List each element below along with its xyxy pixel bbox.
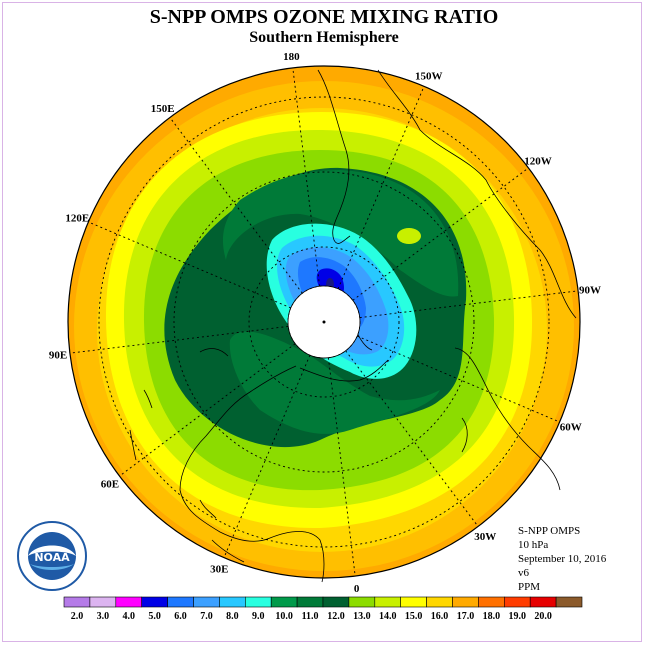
band-11-mid [222, 170, 459, 297]
globe-outline [67, 65, 581, 579]
info-level: 10 hPa [518, 539, 549, 551]
colorbar-tick-label: 18.0 [483, 611, 501, 622]
colorbar-tick-label: 10.0 [275, 611, 293, 622]
colorbar-swatch [219, 596, 246, 608]
meridian-line [345, 350, 479, 527]
longitude-label: 150W [415, 70, 443, 82]
map-subtitle: Southern Hemisphere [249, 29, 399, 46]
colorbar-tick-label: 17.0 [457, 611, 475, 622]
noaa-logo-text: NOAA [34, 551, 70, 564]
meridian-line [327, 357, 356, 577]
colorbar-swatch [115, 596, 143, 608]
colorbar-swatch [141, 596, 168, 608]
map-title: S-NPP OMPS OZONE MIXING RATIO [149, 6, 499, 28]
colorbar-tick-label: 6.0 [174, 611, 187, 622]
longitude-label: 120E [65, 212, 89, 224]
image-frame [2, 2, 642, 642]
colorbar-swatch [452, 596, 479, 608]
colorbar-tick-label: 2.0 [71, 611, 84, 622]
colorbar-tick-label: 12.0 [327, 611, 345, 622]
band-13-island [397, 228, 421, 244]
colorbar-swatch [193, 596, 220, 608]
longitude-label: 150E [151, 103, 175, 115]
colorbar-swatch [478, 596, 505, 608]
meridian-line [292, 67, 321, 287]
colorbar-tick-label: 4.0 [123, 611, 136, 622]
meridian-line [223, 354, 311, 558]
colorbar-tick-label: 15.0 [405, 611, 423, 622]
colorbar-swatch [167, 596, 194, 608]
info-block: S-NPP OMPS 10 hPa September 10, 2016 v6 … [518, 524, 606, 594]
meridian-line [356, 335, 560, 423]
meridian-line [69, 325, 289, 354]
colorbar-tick-label: 16.0 [431, 611, 449, 622]
colorbar-tick-label: 19.0 [509, 611, 527, 622]
colorbar-swatch [63, 596, 91, 608]
colorbar-tick-label: 7.0 [200, 611, 213, 622]
colorbar-swatch [322, 596, 350, 608]
longitude-label: 120W [524, 156, 552, 168]
info-units: PPM [518, 581, 541, 593]
colorbar-tick-label: 8.0 [226, 611, 239, 622]
longitude-label: 60W [560, 422, 582, 434]
longitude-label: 90W [579, 284, 601, 296]
longitude-label: 180 [283, 51, 300, 63]
colorbar-swatch [555, 596, 583, 608]
colorbar-tick-label: 5.0 [148, 611, 161, 622]
meridian-line [169, 117, 303, 294]
info-date: September 10, 2016 [518, 553, 607, 565]
colorbar-swatch [270, 596, 298, 608]
colorbar-tick-label: 9.0 [252, 611, 265, 622]
colorbar: 2.0 3.0 4.0 5.0 6.0 7.0 8.0 9.0 10.0 11.0 12.0 13.0… [63, 596, 583, 622]
colorbar-swatch [245, 596, 272, 608]
longitude-label: 0 [354, 583, 360, 595]
colorbar-tick-label: 20.0 [534, 611, 552, 622]
info-instrument: S-NPP OMPS [518, 525, 581, 537]
colorbar-tick-label: 11.0 [302, 611, 319, 622]
meridian-line [352, 167, 529, 301]
colorbar-tick-label: 3.0 [97, 611, 110, 622]
noaa-logo-icon: NOAA [17, 521, 87, 591]
longitude-label: 30E [210, 564, 228, 576]
south-pole-marker [322, 320, 326, 324]
polar-cap-outline [287, 285, 361, 359]
band-11-lower [229, 331, 440, 434]
coastlines [129, 69, 577, 583]
longitude-labels: 90W 60W 30W 0 30E 60E 90E 120E 150E 180 150W 120W [49, 51, 601, 595]
longitude-label: 30W [474, 531, 496, 543]
colorbar-swatch [426, 596, 453, 608]
colorbar-tick-label: 14.0 [379, 611, 397, 622]
meridian-line [337, 86, 425, 290]
info-version: v6 [518, 567, 529, 579]
colorbar-swatch [348, 596, 376, 608]
colorbar-swatch [529, 596, 557, 608]
meridian-line [359, 290, 579, 319]
meridian-line [119, 343, 296, 477]
longitude-label: 90E [49, 350, 67, 362]
colorbar-swatch [503, 596, 531, 608]
colorbar-tick-label: 13.0 [353, 611, 371, 622]
colorbar-swatch [89, 596, 117, 608]
colorbar-swatch [374, 596, 401, 608]
longitude-label: 60E [101, 478, 119, 490]
meridian-line [88, 221, 292, 309]
graticule [69, 67, 579, 577]
colorbar-swatch [400, 596, 427, 608]
colorbar-swatch [296, 596, 324, 608]
